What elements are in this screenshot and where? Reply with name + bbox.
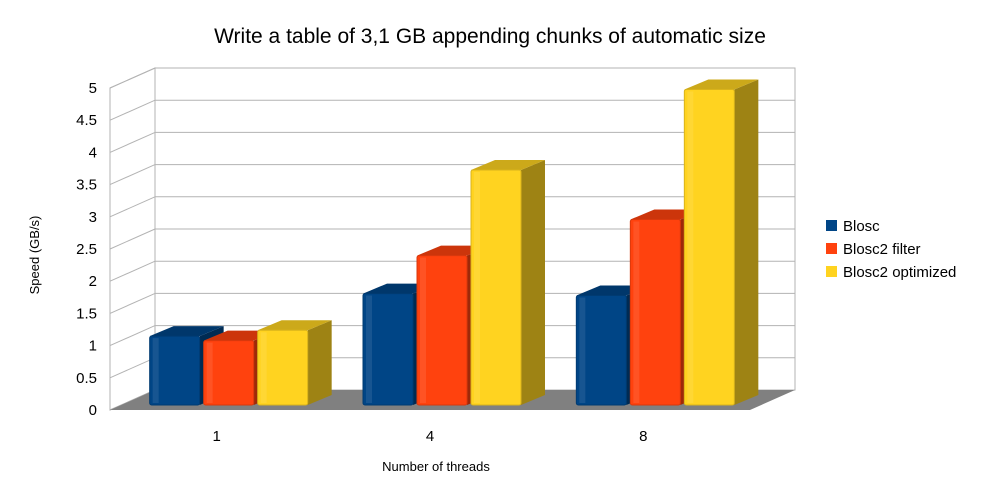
gridline-side: [109, 325, 156, 347]
gridline-side: [109, 357, 156, 379]
bar-top: [257, 320, 332, 331]
bar-front: [470, 169, 522, 406]
x-tick-label: 8: [639, 428, 647, 445]
bar-highlight: [633, 221, 640, 403]
bar-highlight: [152, 338, 159, 403]
bar-highlight: [206, 342, 213, 403]
y-axis-ticks: 0 0.5 1 1.5 2 2.5 3 3.5 4 4.5 5: [76, 80, 97, 419]
bar-side: [307, 320, 332, 405]
legend: Blosc Blosc2 filter Blosc2 optimized: [826, 218, 956, 281]
legend-item: Blosc: [826, 218, 880, 235]
gridline-side: [109, 196, 156, 218]
bar-top: [149, 326, 224, 337]
x-tick-label: 4: [426, 428, 434, 445]
bar-front: [416, 255, 468, 406]
y-tick-label: 2.5: [76, 241, 97, 258]
gridline-side: [109, 292, 156, 314]
legend-item: Blosc2 filter: [826, 241, 921, 258]
x-axis-ticks: 1 4 8: [212, 428, 647, 445]
gridline-side: [109, 164, 156, 186]
y-tick-label: 2: [89, 273, 97, 290]
x-tick-label: 1: [212, 428, 220, 445]
bar: [683, 79, 759, 406]
bar: [257, 320, 332, 406]
bars: [149, 79, 759, 406]
y-tick-label: 1: [89, 338, 97, 355]
x-axis-label: Number of threads: [382, 459, 490, 474]
y-axis-label: Speed (GB/s): [27, 216, 42, 295]
y-tick-label: 3.5: [76, 177, 97, 194]
bar-front: [629, 219, 681, 406]
gridline-side: [109, 131, 156, 153]
bar-top: [684, 79, 759, 90]
legend-label: Blosc2 filter: [843, 241, 921, 258]
bar-front: [257, 329, 309, 406]
bar-highlight: [687, 91, 694, 403]
legend-swatch: [826, 266, 837, 277]
y-tick-label: 4: [89, 144, 97, 161]
y-tick-label: 4.5: [76, 112, 97, 129]
legend-swatch: [826, 243, 837, 254]
y-tick-label: 3: [89, 209, 97, 226]
y-tick-label: 0: [89, 402, 97, 419]
bar-side: [734, 79, 759, 405]
bar-highlight: [420, 257, 426, 403]
chart-title: Write a table of 3,1 GB appending chunks…: [214, 25, 766, 48]
bar: [470, 159, 545, 406]
bar-front: [149, 335, 201, 406]
bar-top: [471, 159, 545, 170]
gridline-side: [109, 99, 156, 121]
legend-item: Blosc2 optimized: [826, 264, 956, 281]
bar-side: [521, 159, 545, 405]
y-tick-label: 1.5: [76, 305, 97, 322]
bar-front: [575, 295, 627, 406]
bar-highlight: [260, 332, 267, 403]
bar-front: [203, 340, 255, 406]
y-tick-label: 5: [89, 80, 97, 97]
bar-highlight: [474, 171, 480, 403]
gridline-side: [109, 260, 156, 282]
legend-swatch: [826, 220, 837, 231]
bar-front: [683, 88, 735, 406]
y-tick-label: 0.5: [76, 370, 97, 387]
legend-label: Blosc2 optimized: [843, 264, 956, 281]
bar-highlight: [579, 297, 586, 403]
bar-highlight: [366, 295, 372, 403]
gridline-side: [109, 228, 156, 250]
gridline-side: [109, 67, 156, 89]
legend-label: Blosc: [843, 218, 880, 235]
bar-front: [362, 293, 414, 406]
